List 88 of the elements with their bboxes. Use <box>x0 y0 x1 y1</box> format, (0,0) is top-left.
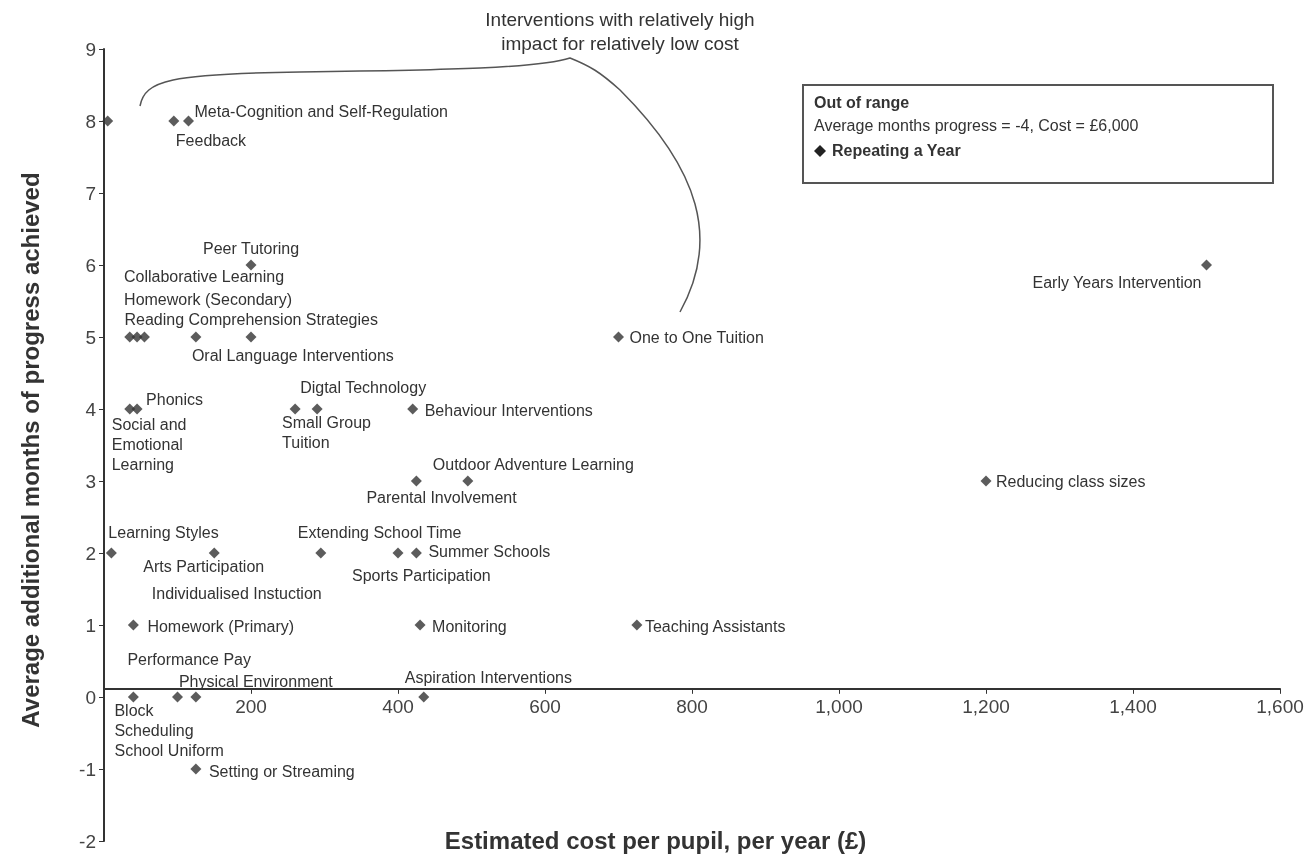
point <box>245 259 257 271</box>
y-axis-title: Average additional months of progress achieved <box>16 172 44 728</box>
annotation: Block Scheduling <box>114 701 194 739</box>
y-tick-label: 8 <box>85 110 96 132</box>
point <box>414 619 426 631</box>
annotation: Sports Participation <box>352 566 491 584</box>
point <box>208 547 220 559</box>
point <box>410 475 422 487</box>
annotation: Collaborative Learning <box>124 267 285 285</box>
y-tick-label: 6 <box>85 254 96 276</box>
point <box>168 115 180 127</box>
annotation: Arts Participation <box>143 557 265 575</box>
point <box>190 691 202 703</box>
point <box>418 691 430 703</box>
x-tick-label: 1,200 <box>962 695 1010 717</box>
y-tick-label: 3 <box>85 470 96 492</box>
annotation: Individualised Instuction <box>151 584 322 602</box>
x-tick-label: 200 <box>235 695 267 717</box>
y-tick-label: -2 <box>79 830 96 852</box>
annotation: Reading Comprehension Strategies <box>124 310 378 328</box>
y-tick-label: 4 <box>85 398 97 420</box>
annotation: Homework (Secondary) <box>124 290 293 308</box>
annotation: Aspiration Interventions <box>404 668 572 686</box>
annotation: Reducing class sizes <box>996 472 1146 490</box>
y-tick-label: 5 <box>85 326 96 348</box>
y-tick-label: 2 <box>85 542 96 564</box>
annotation: Teaching Assistants <box>644 617 786 635</box>
annotation: Digtal Technology <box>300 378 427 396</box>
annotation: Summer Schools <box>428 542 551 560</box>
annotation: Outdoor Adventure Learning <box>432 455 634 473</box>
annotation: Homework (Primary) <box>147 617 295 635</box>
x-tick-label: 1,600 <box>1256 695 1304 717</box>
annotation: Parental Involvement <box>366 488 518 506</box>
point <box>410 547 422 559</box>
point <box>127 619 139 631</box>
point <box>138 331 150 343</box>
point <box>127 691 139 703</box>
y-tick-label: 1 <box>85 614 96 636</box>
annotation: Learning Styles <box>108 523 219 541</box>
x-tick-label: 800 <box>676 695 708 717</box>
y-tick-label: 0 <box>85 686 96 708</box>
point <box>407 403 419 415</box>
annotation: Meta-Cognition and Self-Regulation <box>194 102 449 120</box>
annotation: Performance Pay <box>127 650 252 668</box>
annotation: Monitoring <box>432 617 507 635</box>
annotation: Setting or Streaming <box>208 762 355 780</box>
annotation: Peer Tutoring <box>203 239 300 257</box>
point <box>190 763 202 775</box>
x-tick-label: 600 <box>529 695 561 717</box>
y-tick-label: 7 <box>85 182 96 204</box>
point <box>183 115 195 127</box>
x-axis-title: Estimated cost per pupil, per year (£) <box>444 826 867 854</box>
annotation: Average months progress = -4, Cost = £6,000 <box>814 116 1140 136</box>
point <box>131 403 143 415</box>
annotation: Repeating a Year <box>832 142 961 159</box>
annotation: Social and Emotional Learning <box>111 415 187 473</box>
annotation: Physical Environment <box>178 672 334 690</box>
annotation: Interventions with relatively high impact for relatively low cost <box>484 8 756 56</box>
point <box>190 331 202 343</box>
annotation: Oral Language Interventions <box>191 346 394 364</box>
point <box>289 403 301 415</box>
x-tick-label: 1,400 <box>1109 695 1157 717</box>
point <box>980 475 992 487</box>
x-tick-label: 400 <box>382 695 414 717</box>
y-tick-label: -1 <box>79 758 96 780</box>
y-tick-label: 9 <box>85 38 96 60</box>
point <box>631 619 643 631</box>
point <box>315 547 327 559</box>
annotation: Feedback <box>175 131 248 149</box>
point <box>105 547 117 559</box>
point <box>102 115 114 127</box>
bordered-box: Out of range Average months progress = -4, Cost = £6,000 Repeating a Year <box>802 84 1274 184</box>
annotation: Small Group Tuition <box>282 413 372 451</box>
point <box>172 691 183 703</box>
x-tick-label: 1,000 <box>815 695 863 717</box>
point <box>392 547 404 559</box>
point <box>311 403 323 415</box>
point <box>245 331 257 343</box>
point <box>1201 259 1212 271</box>
annotation: Phonics <box>146 390 203 408</box>
point <box>462 475 474 487</box>
annotation: One to One Tuition <box>629 328 764 346</box>
annotation: Extending School Time <box>297 523 462 541</box>
annotation: School Uniform <box>114 741 224 759</box>
annotation: Out of range <box>814 93 911 113</box>
point <box>613 331 624 343</box>
annotation: Early Years Intervention <box>1032 273 1202 291</box>
annotation: Behaviour Interventions <box>424 401 593 419</box>
